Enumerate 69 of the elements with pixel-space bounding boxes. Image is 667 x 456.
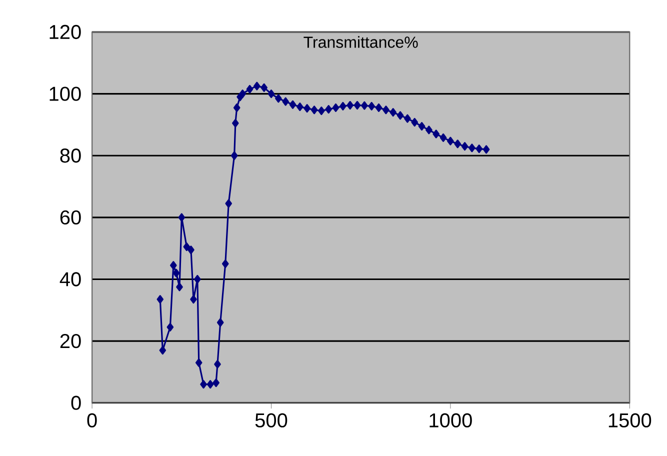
point: [289, 100, 296, 109]
point: [368, 102, 376, 110]
point: [200, 380, 207, 388]
point: [440, 133, 447, 142]
point: [206, 380, 214, 388]
point: [254, 82, 260, 90]
x-tick-label: 0: [87, 413, 97, 428]
point: [282, 97, 289, 106]
point: [156, 294, 164, 304]
point: [461, 142, 468, 151]
y-tick-label: 80: [60, 148, 81, 163]
x-tick-label: 1000: [430, 413, 472, 428]
point: [382, 106, 390, 114]
point: [418, 122, 426, 130]
point: [468, 144, 476, 152]
point: [375, 103, 382, 112]
point: [190, 294, 197, 304]
point: [411, 118, 418, 126]
point: [232, 118, 239, 128]
point: [178, 213, 186, 222]
point: [170, 260, 177, 270]
point: [188, 246, 194, 254]
x-tick-label: 1500: [608, 413, 652, 428]
point: [216, 318, 224, 327]
x-tick-label: 500: [255, 413, 288, 428]
point: [482, 145, 490, 154]
y-tick-label: 120: [50, 24, 81, 39]
point: [396, 111, 404, 120]
point: [361, 101, 368, 110]
point: [166, 322, 174, 332]
point: [296, 102, 304, 111]
point: [318, 106, 325, 115]
point: [332, 103, 340, 112]
point: [447, 136, 454, 146]
point: [404, 114, 411, 123]
point: [275, 94, 282, 103]
point: [325, 104, 332, 114]
point: [310, 106, 318, 114]
point: [230, 151, 238, 160]
chart-title: Transmittance%: [304, 36, 418, 48]
point: [159, 346, 166, 354]
y-tick-label: 0: [71, 396, 81, 410]
point: [172, 268, 180, 278]
y-tick-label: 20: [60, 334, 81, 348]
point: [432, 130, 440, 138]
point: [246, 84, 254, 94]
point: [260, 83, 268, 92]
point: [454, 140, 462, 148]
point: [268, 89, 275, 98]
point: [239, 89, 246, 98]
point: [195, 358, 202, 367]
point: [222, 259, 229, 268]
point: [225, 199, 232, 208]
point: [340, 102, 346, 110]
point: [476, 144, 483, 153]
point: [346, 100, 354, 110]
y-tick-label: 100: [50, 86, 81, 101]
point: [390, 108, 397, 117]
point: [426, 126, 432, 134]
y-tick-label: 60: [60, 210, 81, 224]
point: [214, 360, 221, 368]
point: [304, 104, 310, 112]
point: [354, 100, 361, 110]
point: [233, 103, 240, 112]
point: [183, 242, 190, 251]
y-tick-label: 40: [60, 272, 81, 286]
point: [212, 378, 220, 387]
point: [194, 274, 201, 284]
point: [176, 282, 183, 292]
